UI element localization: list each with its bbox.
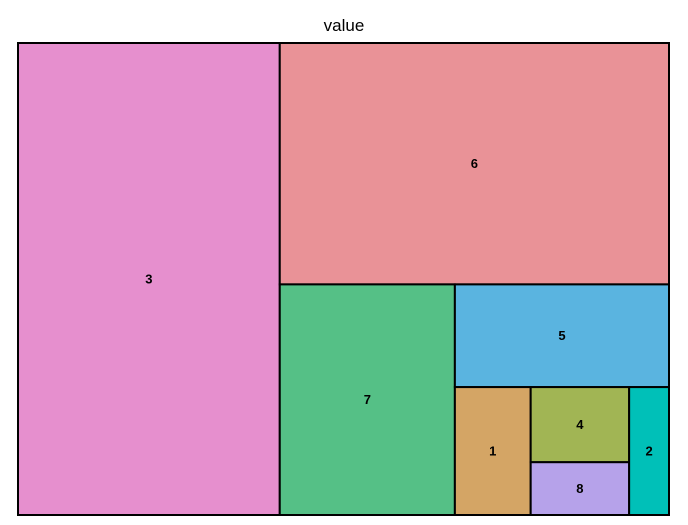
- tile-7: 7: [278, 283, 456, 516]
- tile-label-1: 1: [489, 444, 496, 459]
- chart-title: value: [323, 16, 365, 35]
- tile-rect-1: [453, 386, 532, 516]
- tile-label-5: 5: [558, 328, 565, 343]
- tile-label-7: 7: [364, 392, 371, 407]
- tile-rect-5: [453, 283, 670, 389]
- tile-label-4: 4: [576, 417, 584, 432]
- tile-3: 3: [17, 42, 281, 516]
- tile-label-2: 2: [645, 444, 652, 459]
- tile-5: 5: [453, 283, 670, 389]
- tile-label-8: 8: [576, 481, 583, 496]
- tile-6: 6: [278, 42, 670, 286]
- tile-2: 2: [628, 386, 671, 516]
- tile-rect-8: [529, 461, 631, 517]
- tile-4: 4: [529, 386, 631, 464]
- tile-label-3: 3: [145, 272, 152, 287]
- tile-label-6: 6: [471, 156, 478, 171]
- tile-rect-4: [529, 386, 631, 464]
- tile-8: 8: [529, 461, 631, 517]
- tile-rect-2: [628, 386, 671, 516]
- tile-1: 1: [453, 386, 532, 516]
